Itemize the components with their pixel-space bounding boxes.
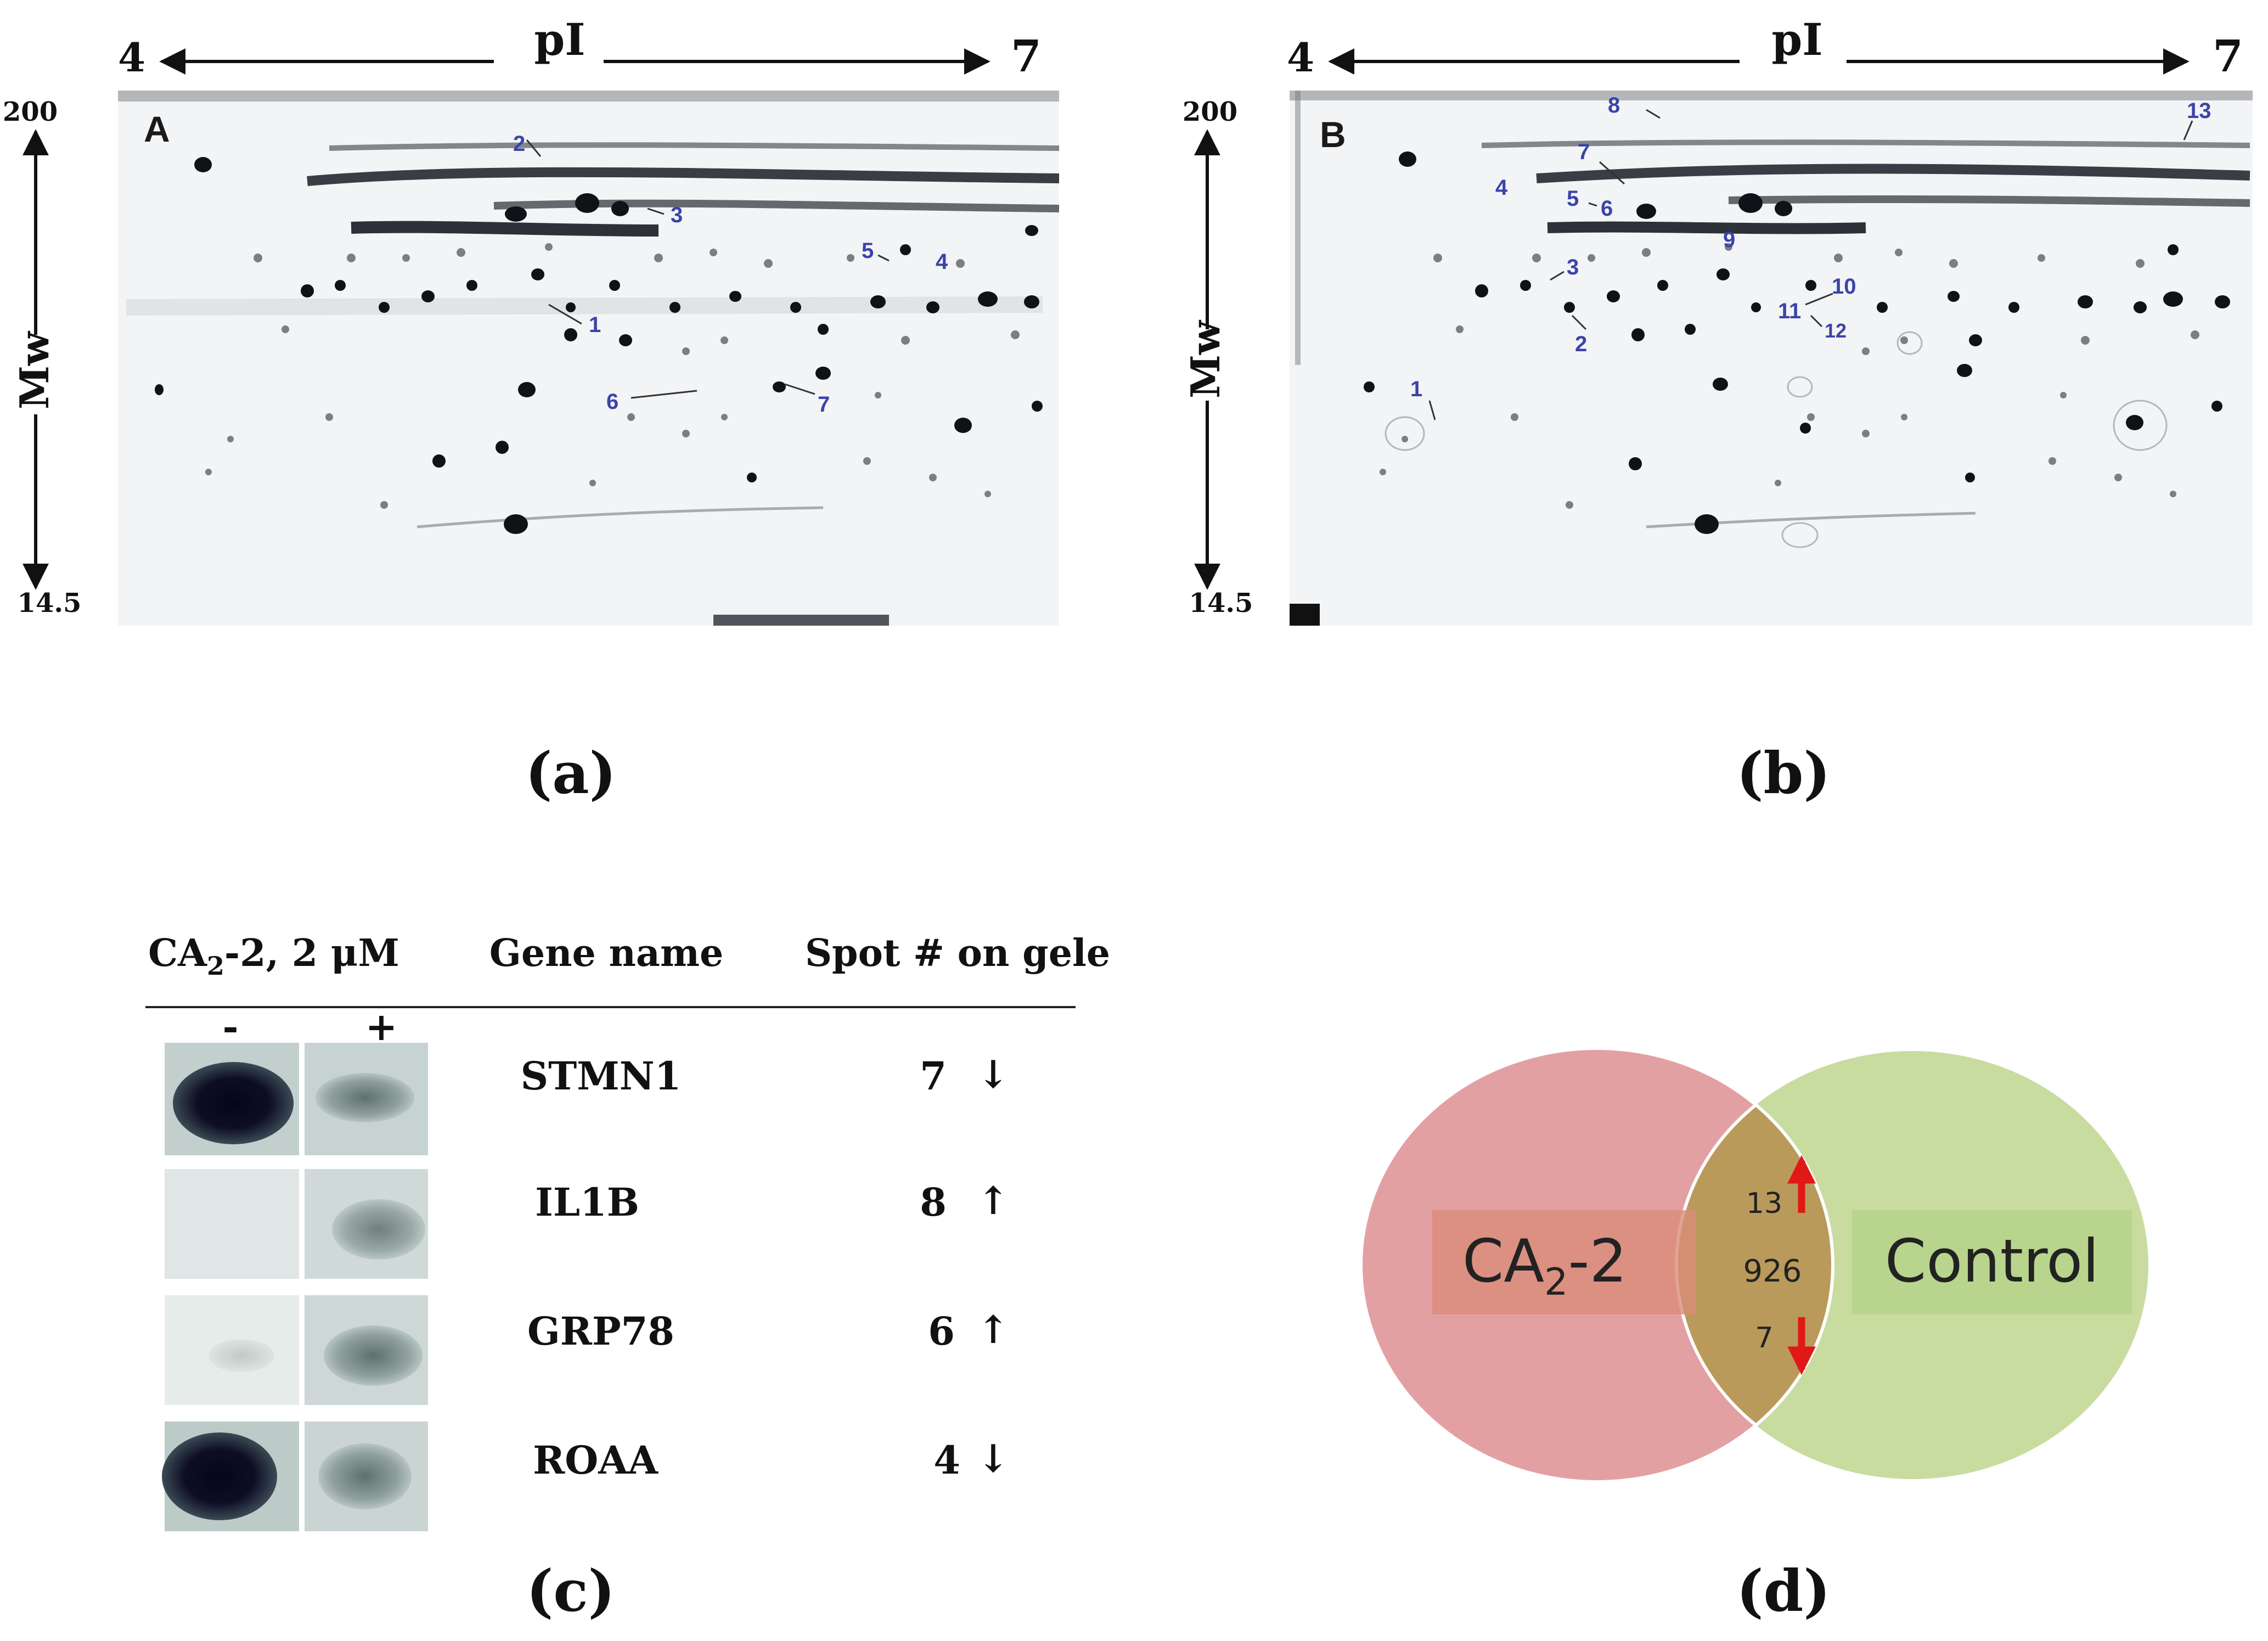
venn-label-control: Control <box>1885 1227 2099 1296</box>
table-row: STMN1 7 ↓ <box>521 1052 1010 1099</box>
gene-name: ROAA <box>533 1437 659 1483</box>
regulation-arrow: ↑ <box>977 1178 1010 1223</box>
panel-b-spot-5: 5 <box>1567 187 1579 211</box>
panel-b-pi-min: 4 <box>1287 34 1314 81</box>
panel-b-spot-13: 13 <box>2187 99 2211 123</box>
panel-b: 4 pI 7 200 Mw 14.5 <box>1182 14 2253 807</box>
panel-a-spot-3: 3 <box>671 203 683 227</box>
panel-a-spot-5: 5 <box>862 239 874 263</box>
panel-b-spot-8: 8 <box>1608 93 1620 117</box>
panel-a-pi-label: pI <box>534 14 585 65</box>
panel-b-spot-4: 4 <box>1495 176 1508 200</box>
panel-d: CA2-2 Control 13 926 7 (d) <box>1361 1048 2148 1625</box>
panel-a-gel-top-edge <box>118 91 1059 102</box>
venn-down-count: 7 <box>1755 1322 1773 1355</box>
venn-shared-count: 926 <box>1743 1254 1802 1289</box>
table-header-spot: Spot # on gele <box>805 931 1110 975</box>
table-row: GRP78 6 ↑ <box>527 1307 1009 1354</box>
spot-number: 4 <box>933 1437 960 1483</box>
table-header-treatment: CA2-2, 2 μM <box>148 931 399 981</box>
table-row: IL1B 8 ↑ <box>535 1178 1009 1225</box>
panel-b-spot-6: 6 <box>1601 196 1613 221</box>
panel-b-gel-corner-mark <box>1290 604 1320 626</box>
regulation-arrow: ↑ <box>977 1307 1010 1352</box>
panel-b-mw-max: 200 <box>1183 97 1237 127</box>
panel-a-spot-2: 2 <box>513 132 525 156</box>
panel-a-spot-4: 4 <box>936 250 948 274</box>
table-row: ROAA 4 ↓ <box>533 1436 1009 1483</box>
panel-b-spot-7: 7 <box>1578 140 1590 164</box>
panel-b-spot-3: 3 <box>1567 255 1579 279</box>
spot-number: 6 <box>928 1308 955 1354</box>
panel-b-caption: (b) <box>1736 739 1830 807</box>
panel-b-spot-10: 10 <box>1832 274 1856 299</box>
panel-c: CA2-2, 2 μM Gene name Spot # on gele - + <box>145 931 1110 1625</box>
panel-b-pi-label: pI <box>1771 14 1822 65</box>
panel-a-spot-6: 6 <box>606 390 618 414</box>
gene-name: GRP78 <box>527 1308 674 1354</box>
panel-a-mw-min: 14.5 <box>18 588 82 619</box>
panel-b-corner-letter: B <box>1320 114 1346 155</box>
panel-b-mw-label: Mw <box>1182 319 1229 398</box>
panel-b-gel-top-edge <box>1290 91 2253 100</box>
spot-number: 8 <box>920 1179 947 1225</box>
panel-b-spot-12: 12 <box>1825 319 1847 342</box>
panel-b-spot-11: 11 <box>1778 299 1801 323</box>
blot-il1b-minus <box>165 1169 299 1279</box>
blot-images <box>162 1043 428 1531</box>
panel-c-caption: (c) <box>526 1557 615 1625</box>
panel-b-mw-min: 14.5 <box>1189 588 1253 619</box>
lane-minus-label: - <box>222 1004 238 1049</box>
panel-a-pi-max: 7 <box>1011 30 1042 82</box>
gene-name: IL1B <box>535 1179 639 1225</box>
panel-b-spot-1: 1 <box>1410 377 1422 401</box>
panel-a-caption: (a) <box>525 739 616 807</box>
panel-a-spot-1: 1 <box>589 313 601 337</box>
panel-a: 4 pI 7 200 Mw 14.5 <box>3 14 1059 807</box>
panel-a-mw-max: 200 <box>3 97 58 127</box>
panel-a-spot-7: 7 <box>818 392 830 417</box>
panel-b-pi-max: 7 <box>2213 30 2243 82</box>
panel-a-gel-bottom-smear <box>713 615 889 626</box>
spot-number: 7 <box>920 1053 947 1099</box>
panel-d-caption: (d) <box>1736 1557 1830 1625</box>
figure-canvas: 4 pI 7 200 Mw 14.5 <box>0 0 2268 1641</box>
table-header-gene: Gene name <box>489 931 723 975</box>
panel-a-pi-min: 4 <box>118 34 145 81</box>
panel-b-spot-9: 9 <box>1723 228 1735 252</box>
lane-plus-label: + <box>365 1004 398 1049</box>
panel-b-spot-2: 2 <box>1575 332 1587 356</box>
gene-name: STMN1 <box>521 1053 682 1099</box>
venn-up-count: 13 <box>1746 1187 1782 1220</box>
regulation-arrow: ↓ <box>977 1052 1010 1097</box>
panel-a-mw-label: Mw <box>11 330 58 409</box>
regulation-arrow: ↓ <box>977 1436 1010 1481</box>
panel-a-corner-letter: A <box>144 109 170 149</box>
